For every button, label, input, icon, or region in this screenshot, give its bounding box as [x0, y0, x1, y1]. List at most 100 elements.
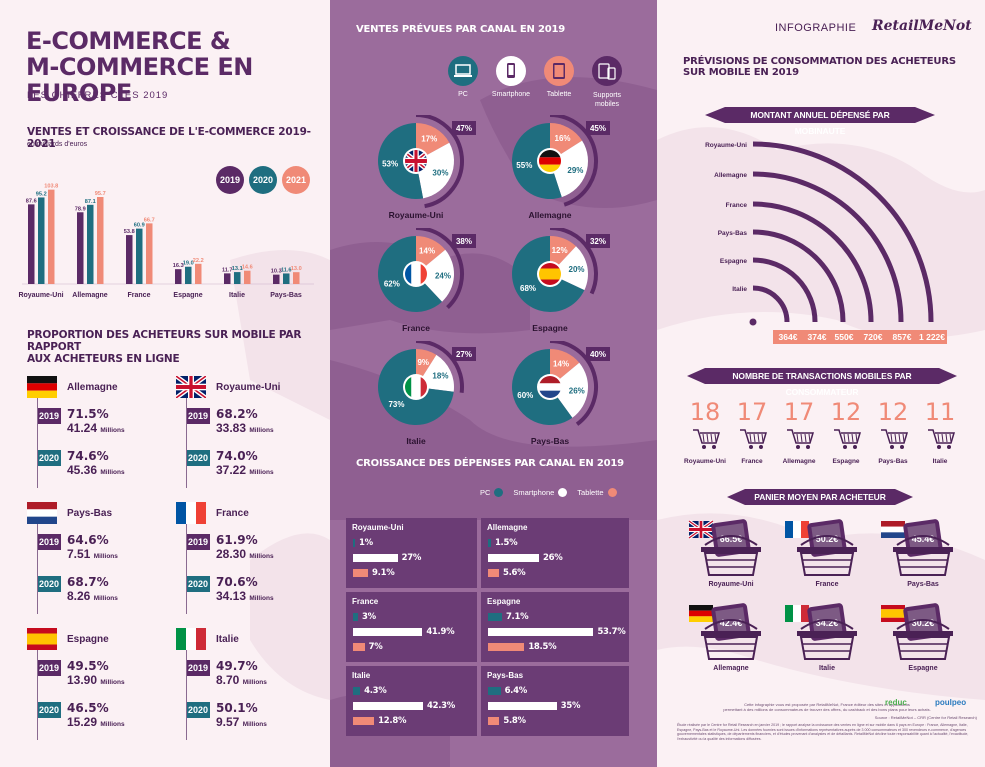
- basket-country-label: Italie: [819, 665, 835, 672]
- label-pc-Espagne: 68%: [520, 284, 536, 293]
- label-pc-Italie: 73%: [388, 400, 404, 409]
- basket-amount-Pays-Bas: 45.4€: [912, 534, 935, 544]
- donut-country-label: Pays-Bas: [530, 436, 570, 446]
- label-tablette-France: 14%: [419, 246, 435, 255]
- growth-label-tablette-Royaume-Uni: 9.1%: [372, 568, 395, 578]
- tablet-legend-circle: [544, 56, 574, 86]
- growth-legend-pc: PC: [480, 488, 491, 497]
- transactions-country-label: Italie: [932, 458, 948, 465]
- left-column: E-COMMERCE & M-COMMERCE EN EUROPE LES CH…: [0, 0, 330, 767]
- basket-amount-Allemagne: 42.4€: [720, 618, 743, 628]
- spend-arc-label-Allemagne: Allemagne: [714, 172, 747, 179]
- millions-value: 9.57: [216, 715, 243, 729]
- smartphone-legend-label: Smartphone: [491, 91, 531, 98]
- proportion-2019-millions: 28.30 Millions: [216, 548, 274, 563]
- bar-Italie-2019: [224, 273, 231, 284]
- label-smartphone-France: 24%: [435, 272, 451, 281]
- growth-country-label: Pays-Bas: [487, 671, 524, 680]
- reduc-logo: reduc: [885, 698, 907, 707]
- bar-category-Italie: Italie: [229, 292, 245, 299]
- transactions-value-Pays-Bas: 12: [877, 398, 909, 426]
- bar-Royaume-Uni-2020: [38, 197, 45, 284]
- proportion-2019-millions: 41.24 Millions: [67, 422, 125, 437]
- millions-unit: Millions: [249, 427, 274, 434]
- footer-source: Source : RetailMeNot – CRR (Centre for R…: [874, 715, 977, 720]
- proportion-France: France 2019 61.9% 28.30 Millions 2020 70.6% 34…: [176, 498, 326, 618]
- proportion-2020-millions: 45.36 Millions: [67, 464, 125, 479]
- proportion-country-label: Allemagne: [67, 382, 118, 393]
- transactions-value-Italie: 11: [924, 398, 956, 426]
- bar-France-2021: [146, 223, 153, 284]
- bar-Allemagne-2021: [97, 197, 104, 284]
- spend-amount-0: 364€: [773, 330, 803, 344]
- millions-unit: Millions: [93, 553, 118, 560]
- bar-Allemagne-2019: [77, 212, 84, 284]
- proportion-2019-percent: 49.7%: [216, 659, 258, 673]
- growth-grid: Royaume-Uni 1% 27% 9.1% Allemagne 1.5% 26% 5.6%…: [330, 518, 657, 740]
- es-flag-icon: [881, 605, 905, 622]
- basket-Espagne: 30.2€ Espagne: [879, 599, 967, 681]
- mobile-legend-circle: [592, 56, 622, 86]
- proportion-2020-percent: 46.5%: [67, 701, 109, 715]
- mobile-badge-label-Allemagne: 45%: [590, 124, 606, 133]
- proportion-2019-millions: 33.83 Millions: [216, 422, 274, 437]
- bar-label-Pays-Bas-2021: 13.0: [291, 266, 302, 272]
- growth-legend-tablette-dot: [607, 488, 617, 497]
- proportion-country-label: Pays-Bas: [67, 508, 113, 519]
- donut-Pays-Bas: 14% 26% 60% 40% Pays-Bas: [506, 339, 626, 453]
- bar-France-2020: [136, 228, 143, 284]
- proportion-country-label: France: [216, 508, 249, 519]
- bar-category-Espagne: Espagne: [173, 292, 202, 299]
- bar-label-Pays-Bas-2020: 11.6: [281, 267, 292, 273]
- donut-country-label: Italie: [406, 436, 426, 446]
- proportion-2020-millions: 9.57 Millions: [216, 716, 267, 731]
- bar-label-Royaume-Uni-2020: 95.2: [36, 191, 47, 197]
- spend-arc-Espagne: [752, 257, 818, 323]
- annual-spend-banner-right-tail: [915, 107, 935, 123]
- fr-flag-icon: [405, 263, 427, 285]
- basket-graphic-Pays-Bas: 45.4€: [881, 519, 953, 576]
- bar-label-France-2019: 53.8: [124, 229, 135, 235]
- millions-unit: Millions: [242, 679, 267, 686]
- proportion-flag-Royaume-Uni: [176, 376, 206, 398]
- proportion-Allemagne: Allemagne 2019 71.5% 41.24 Millions 2020 74.6…: [27, 372, 177, 492]
- basket-banner-left-tail: [727, 489, 745, 505]
- right-title-line1: PRÉVISIONS DE CONSOMMATION DES ACHETEURS: [683, 56, 956, 67]
- growth-label-tablette-France: 7%: [368, 642, 383, 652]
- spend-arc-label-Espagne: Espagne: [720, 258, 747, 265]
- it-flag-icon: [176, 628, 206, 650]
- growth-label-smartphone-Italie: 42.3%: [426, 701, 455, 711]
- label-pc-Pays-Bas: 60%: [517, 391, 533, 400]
- growth-bar-pc-France: [353, 613, 358, 621]
- label-pc-Allemagne: 55%: [516, 161, 532, 170]
- label-smartphone-Espagne: 20%: [569, 265, 585, 274]
- donut-chart-Royaume-Uni: 17% 30% 53% 47%: [377, 113, 476, 209]
- legend-2020: 2020: [249, 166, 277, 194]
- proportion-divider: [186, 398, 187, 488]
- donut-Espagne: 12% 20% 68% 32% Espagne: [506, 226, 626, 340]
- cart-icon: [740, 429, 768, 449]
- mobile-arc-France: [415, 226, 464, 309]
- spend-amount-4: 857€: [887, 330, 917, 344]
- poulpeo-logo: poulpeo: [935, 698, 967, 707]
- proportion-2020-millions: 37.22 Millions: [216, 464, 274, 479]
- transactions-value-Royaume-Uni: 18: [689, 398, 721, 426]
- donut-grid: 17% 30% 53% 47% Royaume-Uni 16% 29% 55% 45% Allem…: [330, 113, 657, 446]
- bar-label-Allemagne-2019: 78.9: [75, 206, 86, 212]
- slice-smartphone-Espagne: [550, 246, 588, 291]
- ecommerce-chart-title: VENTES ET CROISSANCE DE L'E-COMMERCE 201…: [27, 126, 311, 150]
- label-tablette-Italie: 9%: [417, 358, 429, 367]
- label-pc-Royaume-Uni: 53%: [382, 159, 398, 168]
- proportion-Espagne: Espagne 2019 49.5% 13.90 Millions 2020 46.5% 1…: [27, 624, 177, 744]
- tablet-icon: [553, 63, 565, 79]
- transactions-value-France: 17: [736, 398, 768, 426]
- millions-unit: Millions: [100, 721, 125, 728]
- growth-legend-pc-dot: [494, 488, 504, 497]
- growth-label-smartphone-Allemagne: 26%: [543, 553, 563, 563]
- proportion-2019-percent: 49.5%: [67, 659, 109, 673]
- basket-banner: PANIER MOYEN PAR ACHETEUR: [745, 489, 895, 505]
- growth-label-pc-Pays-Bas: 6.4%: [504, 686, 528, 696]
- growth-bar-pc-Espagne: [488, 613, 502, 621]
- proportion-2019-millions: 13.90 Millions: [67, 674, 125, 689]
- annual-spend-arcs: Royaume-Uni Allemagne France Pays-Bas Espagn…: [705, 141, 934, 326]
